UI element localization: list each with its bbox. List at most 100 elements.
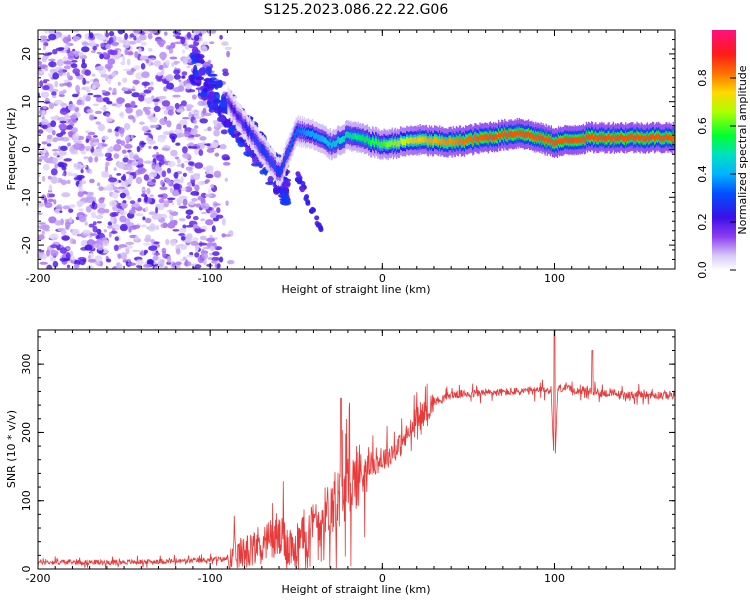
heatmap-ridge-cell (324, 137, 326, 144)
heatmap-ridge-cell (247, 127, 249, 134)
heatmap-speckle (178, 205, 188, 209)
heatmap-speckle (105, 75, 109, 82)
heatmap-ridge-cell (489, 132, 492, 139)
heatmap-ridge-cell (271, 159, 274, 166)
heatmap-speckle (144, 109, 151, 115)
heatmap-ridge-cell (323, 136, 325, 143)
heatmap-ridge-cell (647, 136, 650, 143)
heatmap-ridge-cell (449, 137, 451, 144)
heatmap-speckle (50, 168, 58, 176)
colorbar-label: Normalized spectral amplitude (736, 65, 749, 234)
heatmap-speckle (214, 203, 221, 206)
heatmap-speckle (51, 157, 58, 164)
heatmap-band-blob (280, 192, 289, 199)
heatmap-speckle (111, 71, 116, 78)
heatmap-speckle (86, 108, 93, 114)
heatmap-ridge-cell (671, 136, 673, 143)
heatmap-ridge-cell (581, 136, 583, 143)
snr-panel: -200 -100 0 100 0 100 200 300 Height of straigh… (5, 329, 676, 596)
heatmap-speckle (197, 181, 206, 186)
heatmap-ridge-cell (261, 146, 263, 153)
heatmap-speckle (105, 161, 110, 167)
heatmap-band-blob (212, 99, 222, 103)
heatmap-speckle (88, 156, 93, 163)
heatmap-ridge-cell (292, 137, 294, 145)
heatmap-ridge-cell (241, 120, 244, 127)
heatmap-ridge-cell (500, 133, 502, 140)
heatmap-ridge-cell (417, 136, 419, 143)
heatmap-ridge-cell (310, 130, 312, 137)
heatmap-ridge-cell (295, 128, 297, 135)
heatmap-ridge-cell (419, 135, 421, 142)
heatmap-ridge-cell (641, 134, 643, 141)
heatmap-speckle (116, 139, 122, 145)
heatmap-ridge-cell (610, 135, 612, 142)
spectrogram-marks (38, 30, 675, 269)
heatmap-ridge-cell (288, 147, 290, 154)
heatmap-ridge-cell (488, 133, 490, 140)
heatmap-ridge-cell (282, 164, 284, 171)
heatmap-ridge-cell (398, 140, 401, 147)
heatmap-speckle (140, 224, 147, 228)
heatmap-speckle (212, 251, 220, 256)
heatmap-ridge-cell (403, 138, 405, 145)
heatmap-speckle (141, 188, 146, 191)
heatmap-speckle (100, 42, 105, 48)
heatmap-ridge-cell (644, 136, 646, 143)
heatmap-ridge-cell (544, 138, 546, 145)
heatmap-ridge-cell (458, 136, 461, 143)
heatmap-band-blob (195, 87, 205, 91)
heatmap-speckle (56, 59, 64, 67)
heatmap-speckle (143, 174, 150, 181)
heatmap-ridge-cell (503, 133, 505, 140)
heatmap-speckle (38, 70, 44, 74)
heatmap-speckle (98, 197, 105, 204)
heatmap-ridge-cell (444, 139, 446, 146)
heatmap-speckle (112, 192, 119, 199)
heatmap-speckle (144, 133, 151, 136)
heatmap-speckle (185, 259, 188, 267)
heatmap-ridge-cell (378, 139, 380, 146)
heatmap-speckle (163, 222, 168, 229)
heatmap-ridge-cell (530, 132, 532, 139)
heatmap-speckle (96, 221, 102, 224)
heatmap-speckle (166, 167, 172, 174)
heatmap-ridge-cell (493, 134, 496, 142)
heatmap-ridge-cell (529, 132, 531, 139)
spectrogram-y-tick-label: 10 (20, 95, 33, 109)
heatmap-band-blob (252, 156, 258, 165)
heatmap-speckle (119, 215, 127, 223)
heatmap-ridge-cell (269, 158, 271, 165)
heatmap-ridge-cell (354, 132, 356, 139)
heatmap-speckle (185, 166, 193, 171)
heatmap-speckle (57, 116, 66, 122)
heatmap-speckle (157, 213, 162, 220)
heatmap-ridge-cell (525, 131, 528, 138)
heatmap-ridge-cell (667, 135, 669, 142)
heatmap-ridge-cell (262, 146, 264, 153)
heatmap-ridge-cell (334, 140, 337, 148)
heatmap-speckle (140, 41, 147, 46)
heatmap-speckle (38, 204, 41, 208)
heatmap-ridge-cell (327, 140, 329, 147)
heatmap-ridge-cell (429, 138, 432, 145)
heatmap-ridge-cell (517, 131, 519, 138)
heatmap-speckle (47, 52, 53, 55)
heatmap-ridge-cell (669, 134, 671, 142)
heatmap-speckle (68, 204, 76, 208)
heatmap-ridge-cell (653, 133, 655, 140)
heatmap-ridge-cell (639, 136, 641, 143)
heatmap-speckle (180, 100, 187, 107)
heatmap-speckle (50, 176, 59, 184)
heatmap-band-blob (279, 199, 290, 206)
heatmap-streak-blob (296, 173, 302, 179)
heatmap-ridge-cell (629, 134, 631, 141)
heatmap-ridge-cell (405, 139, 407, 146)
heatmap-ridge-cell (404, 138, 406, 145)
heatmap-ridge-cell (446, 139, 448, 147)
heatmap-speckle (98, 186, 104, 191)
heatmap-speckle (67, 103, 76, 111)
heatmap-ridge-cell (627, 134, 629, 141)
heatmap-speckle (82, 77, 86, 85)
heatmap-ridge-cell (586, 135, 589, 142)
